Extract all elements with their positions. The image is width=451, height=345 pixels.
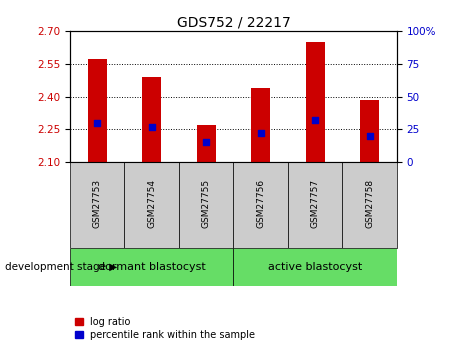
Bar bbox=[179, 162, 234, 248]
Bar bbox=[70, 162, 124, 248]
Title: GDS752 / 22217: GDS752 / 22217 bbox=[176, 16, 290, 30]
Point bbox=[148, 124, 155, 129]
Point bbox=[366, 133, 373, 139]
Bar bbox=[197, 125, 216, 162]
Text: dormant blastocyst: dormant blastocyst bbox=[98, 263, 206, 272]
Text: development stage ▶: development stage ▶ bbox=[5, 263, 117, 272]
Bar bbox=[288, 162, 342, 248]
Text: GSM27758: GSM27758 bbox=[365, 179, 374, 228]
Bar bbox=[251, 88, 270, 162]
Bar bbox=[142, 77, 161, 162]
Point bbox=[202, 140, 210, 145]
Text: GSM27756: GSM27756 bbox=[256, 179, 265, 228]
Bar bbox=[306, 42, 325, 162]
Text: GSM27757: GSM27757 bbox=[311, 179, 320, 228]
Bar bbox=[234, 248, 397, 286]
Bar bbox=[342, 162, 397, 248]
Bar bbox=[360, 100, 379, 162]
Bar bbox=[87, 59, 107, 162]
Text: GSM27755: GSM27755 bbox=[202, 179, 211, 228]
Bar bbox=[70, 248, 234, 286]
Point bbox=[257, 130, 264, 136]
Point bbox=[93, 120, 101, 126]
Point bbox=[312, 117, 319, 123]
Legend: log ratio, percentile rank within the sample: log ratio, percentile rank within the sa… bbox=[75, 317, 255, 340]
Text: GSM27754: GSM27754 bbox=[147, 179, 156, 228]
Text: GSM27753: GSM27753 bbox=[92, 179, 101, 228]
Bar bbox=[234, 162, 288, 248]
Bar bbox=[124, 162, 179, 248]
Text: active blastocyst: active blastocyst bbox=[268, 263, 362, 272]
